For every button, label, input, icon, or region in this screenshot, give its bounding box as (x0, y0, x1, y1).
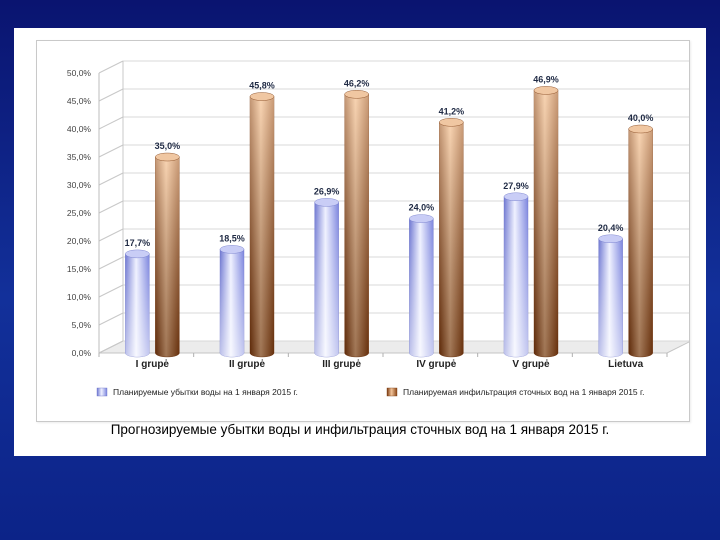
bar (249, 92, 275, 358)
grid-line-diagonal (98, 312, 124, 326)
bar-cap (155, 152, 180, 162)
grid-line-diagonal (98, 144, 124, 158)
bar (344, 90, 369, 358)
bar-cap (314, 198, 339, 207)
y-tick-label: 35,0% (67, 152, 92, 162)
y-tick-label: 30,0% (67, 180, 92, 190)
bar-cap (125, 249, 150, 259)
grid-line-diagonal (98, 60, 124, 74)
data-label: 24,0% (409, 203, 435, 213)
data-labels: 17,7% 35,0% I grupė 18,5% 45,8% II grupė 26,9%… (125, 74, 654, 370)
bar-shade (598, 238, 623, 357)
grid-line-diagonal (98, 116, 124, 130)
bar (533, 86, 559, 358)
data-label: 41,2% (439, 106, 465, 116)
y-tick-label: 45,0% (67, 96, 92, 106)
y-tick-label: 10,0% (67, 292, 92, 302)
bar-cap (344, 90, 369, 99)
y-tick-label: 5,0% (72, 320, 92, 330)
bars (125, 86, 653, 358)
bar-cap (219, 245, 245, 254)
bar-shade (125, 253, 150, 357)
grid-line-diagonal (98, 200, 124, 214)
data-label: 17,7% (125, 238, 151, 248)
bar (598, 234, 623, 358)
data-label: 20,4% (598, 223, 624, 233)
bar-chart: 0,0% 5,0% 10,0% 15,0% 20,0% 25,0% 30,0% 35,0% 40… (67, 60, 689, 397)
slide-panel: 0,0% 5,0% 10,0% 15,0% 20,0% 25,0% 30,0% 35,0% 40… (14, 28, 706, 456)
bar (125, 249, 150, 358)
bar-shade (220, 249, 244, 357)
y-tick-label: 20,0% (67, 236, 92, 246)
chart-caption: Прогнозируемые убытки воды и инфильтраци… (110, 422, 610, 437)
data-label: 26,9% (314, 186, 340, 196)
y-tick-label: 40,0% (67, 124, 92, 134)
legend-swatch (386, 387, 398, 397)
data-label: 40,0% (628, 113, 654, 123)
grid-line-diagonal (98, 256, 124, 270)
data-label: 27,9% (503, 181, 529, 191)
bar-shade (628, 129, 653, 357)
x-tick-label: IV grupė (416, 359, 456, 370)
data-label: 46,9% (533, 74, 559, 84)
y-tick-label: 50,0% (67, 68, 92, 78)
bar-shade (504, 196, 528, 357)
bar-cap (533, 86, 559, 95)
x-tick-label: V grupė (512, 359, 550, 370)
grid-line-diagonal (98, 228, 124, 242)
bar-cap (598, 234, 623, 243)
legend-label: Планируемые убытки воды на 1 января 2015… (113, 387, 298, 397)
bar-shade (439, 122, 464, 357)
data-label: 46,2% (344, 78, 370, 88)
data-label: 18,5% (219, 233, 245, 243)
bar (314, 198, 339, 358)
bar (439, 118, 464, 358)
chart-frame: 0,0% 5,0% 10,0% 15,0% 20,0% 25,0% 30,0% 35,0% 40… (36, 40, 690, 422)
grid-line-diagonal (98, 172, 124, 186)
y-tick-label: 15,0% (67, 264, 92, 274)
bar-shade (155, 157, 180, 357)
x-tick-label: II grupė (229, 359, 266, 370)
bar-shade (534, 90, 558, 358)
data-label: 45,8% (249, 81, 275, 91)
bar-cap (503, 192, 529, 201)
bar-cap (628, 124, 653, 134)
grid-line-diagonal (98, 88, 124, 102)
bar (628, 124, 653, 358)
bar-shade (344, 94, 369, 357)
grid-line-diagonal (98, 340, 124, 354)
bar (155, 152, 180, 358)
bar (219, 245, 245, 358)
bar-cap (249, 92, 275, 101)
x-tick-label: Lietuva (608, 359, 643, 370)
y-tick-label: 0,0% (72, 348, 92, 358)
legend-swatch (96, 387, 108, 397)
data-label: 35,0% (155, 141, 181, 151)
bar (503, 192, 529, 358)
bar-shade (409, 218, 434, 357)
y-tick-label: 25,0% (67, 208, 92, 218)
bar (409, 214, 434, 358)
bar-cap (439, 118, 464, 127)
x-tick-label: I grupė (136, 359, 170, 370)
bar-shade (250, 96, 274, 357)
bar-cap (409, 214, 434, 223)
x-tick-label: III grupė (322, 359, 361, 370)
bar-shade (314, 202, 339, 357)
legend-label: Планируемая инфильтрация сточных вод на … (403, 387, 644, 397)
grid-line-diagonal (98, 284, 124, 298)
legend: Планируемые убытки воды на 1 января 2015… (96, 387, 644, 397)
